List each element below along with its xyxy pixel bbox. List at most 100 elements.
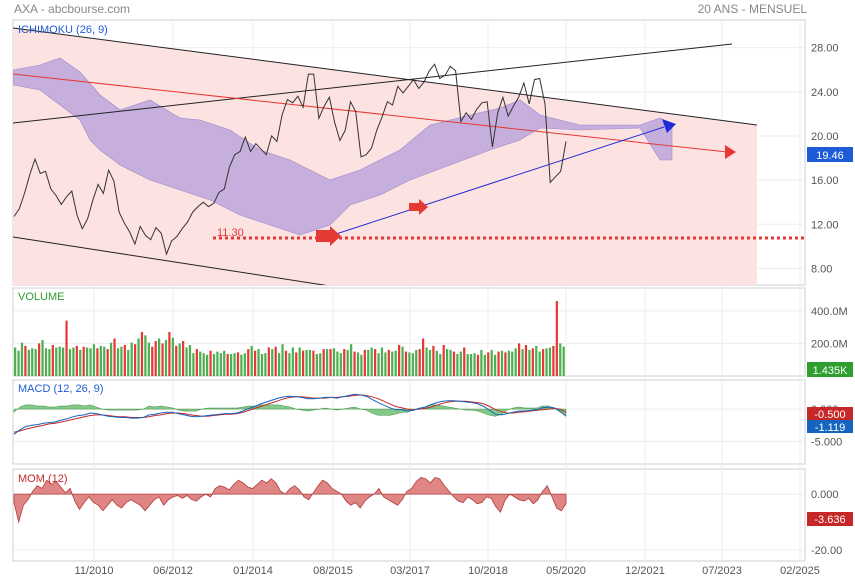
blue-trend-arrowhead xyxy=(662,119,676,133)
ichimoku-title: ICHIMOKU (26, 9) xyxy=(18,24,108,36)
volume-bar xyxy=(79,349,82,376)
momentum-indicator xyxy=(13,476,567,524)
x-tick-label: 02/2025 xyxy=(780,565,820,577)
volume-bar xyxy=(346,349,349,376)
red-trend-line xyxy=(13,73,728,153)
volume-bar xyxy=(62,347,65,376)
volume-bar xyxy=(442,345,445,376)
volume-bar xyxy=(31,348,34,376)
macd-panel xyxy=(12,379,806,465)
volume-bar xyxy=(284,350,288,376)
volume-bar xyxy=(278,353,281,376)
price-y-tick-label: 16.00 xyxy=(811,175,839,187)
mom-last-value-badge: -3.636 xyxy=(807,512,853,526)
volume-bar xyxy=(240,354,243,376)
volume-bar xyxy=(360,354,363,376)
volume-bar xyxy=(404,351,408,376)
volume-bar xyxy=(339,353,342,376)
volume-bar xyxy=(168,332,171,376)
volume-bar xyxy=(86,347,89,376)
volume-bar xyxy=(113,338,116,376)
volume-bar xyxy=(473,353,476,376)
volume-bar xyxy=(480,349,483,376)
macd-indicator xyxy=(13,393,567,435)
chart-period: 20 ANS - MENSUEL xyxy=(697,2,807,16)
volume-bar xyxy=(456,354,459,376)
volume-bar xyxy=(110,342,113,376)
volume-bar xyxy=(326,349,329,376)
y-axis-labels: 8.00 12.00 16.00 20.00 24.00 28.00 200.0M 400.0… xyxy=(811,43,848,557)
volume-bar xyxy=(151,346,154,376)
price-y-tick-label: 20.00 xyxy=(811,131,839,143)
volume-bar xyxy=(195,349,198,376)
volume-bar xyxy=(497,351,500,376)
volume-bar xyxy=(216,351,219,376)
volume-bar xyxy=(288,353,291,376)
volume-bar xyxy=(65,320,68,376)
volume-bar xyxy=(363,349,366,376)
price-last-value-badge: 19.46 xyxy=(807,147,853,162)
volume-bar xyxy=(106,349,109,376)
volume-bar xyxy=(545,348,548,376)
volume-bar xyxy=(518,343,521,376)
red-arrow-marker xyxy=(316,226,341,246)
volume-bar xyxy=(487,352,490,376)
volume-bar xyxy=(367,349,370,376)
support-value-label: 11.30 xyxy=(217,227,244,239)
volume-bar xyxy=(20,342,24,376)
volume-bar xyxy=(271,349,274,376)
volume-bar xyxy=(559,343,562,376)
red-arrow-marker xyxy=(409,199,428,215)
volume-bar xyxy=(137,338,140,376)
volume-title: VOLUME xyxy=(18,291,64,303)
volume-bar xyxy=(432,345,435,376)
volume-bar xyxy=(401,346,404,376)
x-tick-label: 07/2023 xyxy=(702,565,742,577)
volume-bar xyxy=(322,349,325,376)
volume-bar xyxy=(164,340,168,376)
volume-bar xyxy=(446,349,449,376)
volume-bar xyxy=(398,345,401,376)
volume-bar xyxy=(260,354,264,376)
volume-last-value-badge: 1.435K xyxy=(807,362,853,377)
volume-bar xyxy=(504,352,507,376)
volume-bar xyxy=(538,351,541,376)
x-tick-label: 06/2012 xyxy=(153,565,193,577)
price-y-tick-label: 24.00 xyxy=(811,87,839,99)
volume-bar xyxy=(236,352,240,376)
volume-bar xyxy=(48,349,51,376)
volume-bar xyxy=(41,340,44,376)
red-trend-arrowhead xyxy=(725,145,736,159)
volume-bar xyxy=(428,349,432,376)
volume-bar xyxy=(415,349,418,376)
volume-bar xyxy=(452,351,456,376)
volume-bar xyxy=(524,345,528,376)
volume-bar xyxy=(274,346,277,376)
x-tick-label: 01/2014 xyxy=(233,565,273,577)
volume-bar xyxy=(459,351,462,376)
volume-bar xyxy=(535,345,538,376)
volume-bar xyxy=(130,342,133,376)
volume-bar xyxy=(411,353,414,376)
volume-bar xyxy=(356,352,360,376)
volume-bar xyxy=(391,351,394,376)
volume-bar xyxy=(281,344,284,376)
volume-bar xyxy=(494,354,497,376)
volume-bar xyxy=(295,352,298,376)
volume-bar xyxy=(219,353,222,376)
volume-bar xyxy=(154,341,157,376)
x-tick-label: 08/2015 xyxy=(313,565,353,577)
blue-trend-line xyxy=(329,126,665,237)
channel-upper-line xyxy=(13,27,758,126)
volume-bar xyxy=(188,345,192,376)
volume-bars xyxy=(14,301,565,376)
macd-line xyxy=(13,393,567,435)
volume-bar xyxy=(350,344,353,376)
volume-bar xyxy=(226,354,229,376)
volume-bar xyxy=(51,345,54,376)
downtrend-channel-fill xyxy=(13,28,757,285)
volume-bar xyxy=(171,337,174,376)
volume-bar xyxy=(531,348,534,376)
volume-bar xyxy=(103,346,106,376)
